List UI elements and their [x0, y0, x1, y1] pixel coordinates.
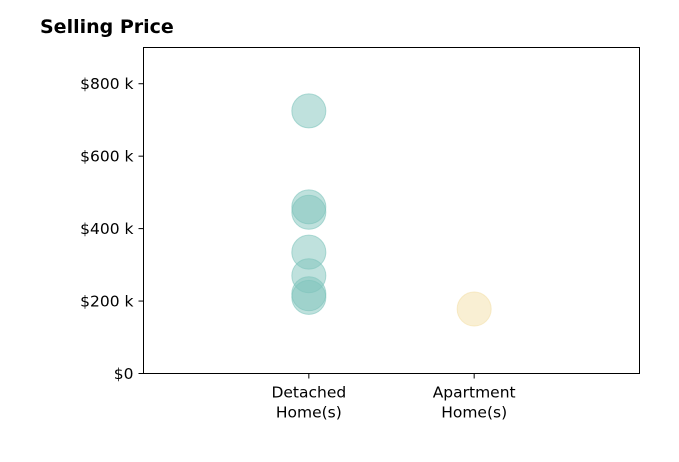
y-axis: $0 $200 k $400 k $600 k $800 k — [80, 75, 144, 383]
data-point — [291, 194, 327, 230]
points-layer — [291, 93, 492, 327]
y-tick-label: $200 k — [80, 293, 133, 311]
plot-frame — [143, 47, 640, 374]
y-tick-label: $400 k — [80, 220, 133, 238]
chart-title: Selling Price — [40, 16, 174, 38]
x-tick-label: Detached Home(s) — [271, 384, 346, 422]
data-point — [456, 291, 492, 327]
data-point — [291, 279, 327, 315]
data-point — [291, 93, 327, 129]
y-tick-label: $0 — [114, 365, 134, 383]
x-tick-label: Apartment Home(s) — [433, 384, 516, 422]
y-tick-label: $800 k — [80, 75, 133, 93]
y-tick-label: $600 k — [80, 148, 133, 166]
x-axis: Detached Home(s) Apartment Home(s) — [271, 373, 516, 422]
